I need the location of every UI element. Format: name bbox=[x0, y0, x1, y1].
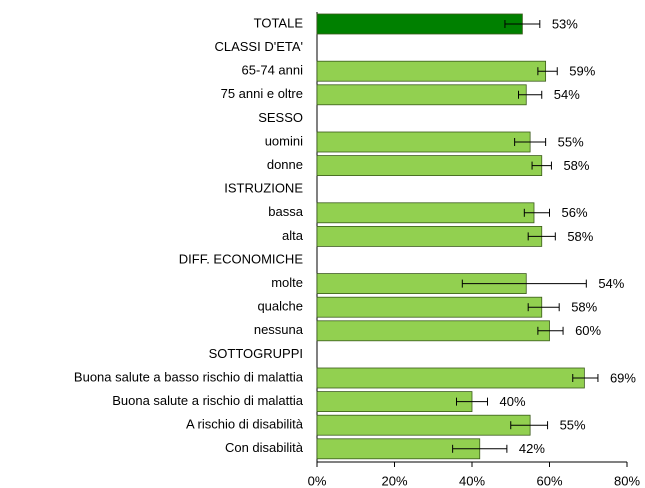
error-bar bbox=[537, 67, 558, 76]
value-label: 55% bbox=[560, 418, 586, 433]
category-label: ISTRUZIONE bbox=[224, 181, 303, 196]
error-bar bbox=[456, 397, 488, 406]
error-bar bbox=[537, 326, 564, 335]
value-label: 53% bbox=[552, 16, 578, 31]
category-label: TOTALE bbox=[254, 15, 304, 30]
value-label: 69% bbox=[610, 370, 636, 385]
category-label: Con disabilità bbox=[225, 440, 304, 455]
x-tick-label: 20% bbox=[381, 473, 407, 488]
bar bbox=[316, 13, 523, 35]
bar bbox=[316, 131, 531, 153]
category-label: 75 anni e oltre bbox=[221, 86, 303, 101]
x-tick-label: 40% bbox=[459, 473, 485, 488]
error-bar bbox=[527, 232, 556, 241]
value-label: 60% bbox=[575, 323, 601, 338]
x-tick-label: 0% bbox=[308, 473, 327, 488]
error-bar bbox=[514, 138, 547, 146]
value-label: 59% bbox=[569, 64, 595, 79]
value-label: 54% bbox=[554, 87, 580, 102]
value-label: 56% bbox=[562, 205, 588, 220]
bar bbox=[316, 320, 550, 342]
category-label: nessuna bbox=[254, 322, 304, 337]
category-label: Buona salute a basso rischio di malattia bbox=[74, 369, 304, 384]
value-label: 58% bbox=[567, 229, 593, 244]
bar bbox=[316, 296, 543, 318]
category-label: SOTTOGRUPPI bbox=[209, 346, 303, 361]
bar bbox=[316, 414, 531, 436]
bar bbox=[316, 391, 473, 413]
error-bar bbox=[518, 90, 543, 99]
error-bar bbox=[461, 279, 587, 288]
error-bar bbox=[527, 303, 560, 312]
x-tick-label: 80% bbox=[614, 473, 640, 488]
bar bbox=[316, 60, 547, 82]
bar bbox=[316, 367, 585, 389]
x-tick-label: 60% bbox=[536, 473, 562, 488]
category-label: uomini bbox=[265, 133, 303, 148]
bar bbox=[316, 84, 527, 106]
value-label: 55% bbox=[558, 134, 584, 149]
bar bbox=[316, 225, 543, 247]
category-label: molte bbox=[271, 275, 303, 290]
category-label: SESSO bbox=[258, 110, 303, 125]
category-label: CLASSI D'ETA' bbox=[214, 39, 303, 54]
category-label: DIFF. ECONOMICHE bbox=[179, 251, 304, 266]
category-label: alta bbox=[282, 228, 304, 243]
error-bar bbox=[531, 161, 552, 170]
value-label: 58% bbox=[563, 158, 589, 173]
value-label: 40% bbox=[500, 394, 526, 409]
category-label: qualche bbox=[257, 299, 303, 314]
error-bar bbox=[452, 444, 508, 453]
value-label: 58% bbox=[571, 300, 597, 315]
error-bar bbox=[523, 208, 550, 217]
category-label: A rischio di disabilità bbox=[186, 417, 304, 432]
bar bbox=[316, 155, 543, 177]
category-label: Buona salute a rischio di malattia bbox=[112, 393, 304, 408]
bar bbox=[316, 202, 535, 224]
value-label: 54% bbox=[598, 276, 624, 291]
error-bar bbox=[504, 20, 541, 28]
error-bar bbox=[510, 421, 549, 430]
category-label: bassa bbox=[268, 204, 303, 219]
category-label: donne bbox=[267, 157, 303, 172]
error-bar bbox=[572, 374, 599, 382]
category-label: 65-74 anni bbox=[242, 63, 304, 78]
value-label: 42% bbox=[519, 441, 545, 456]
